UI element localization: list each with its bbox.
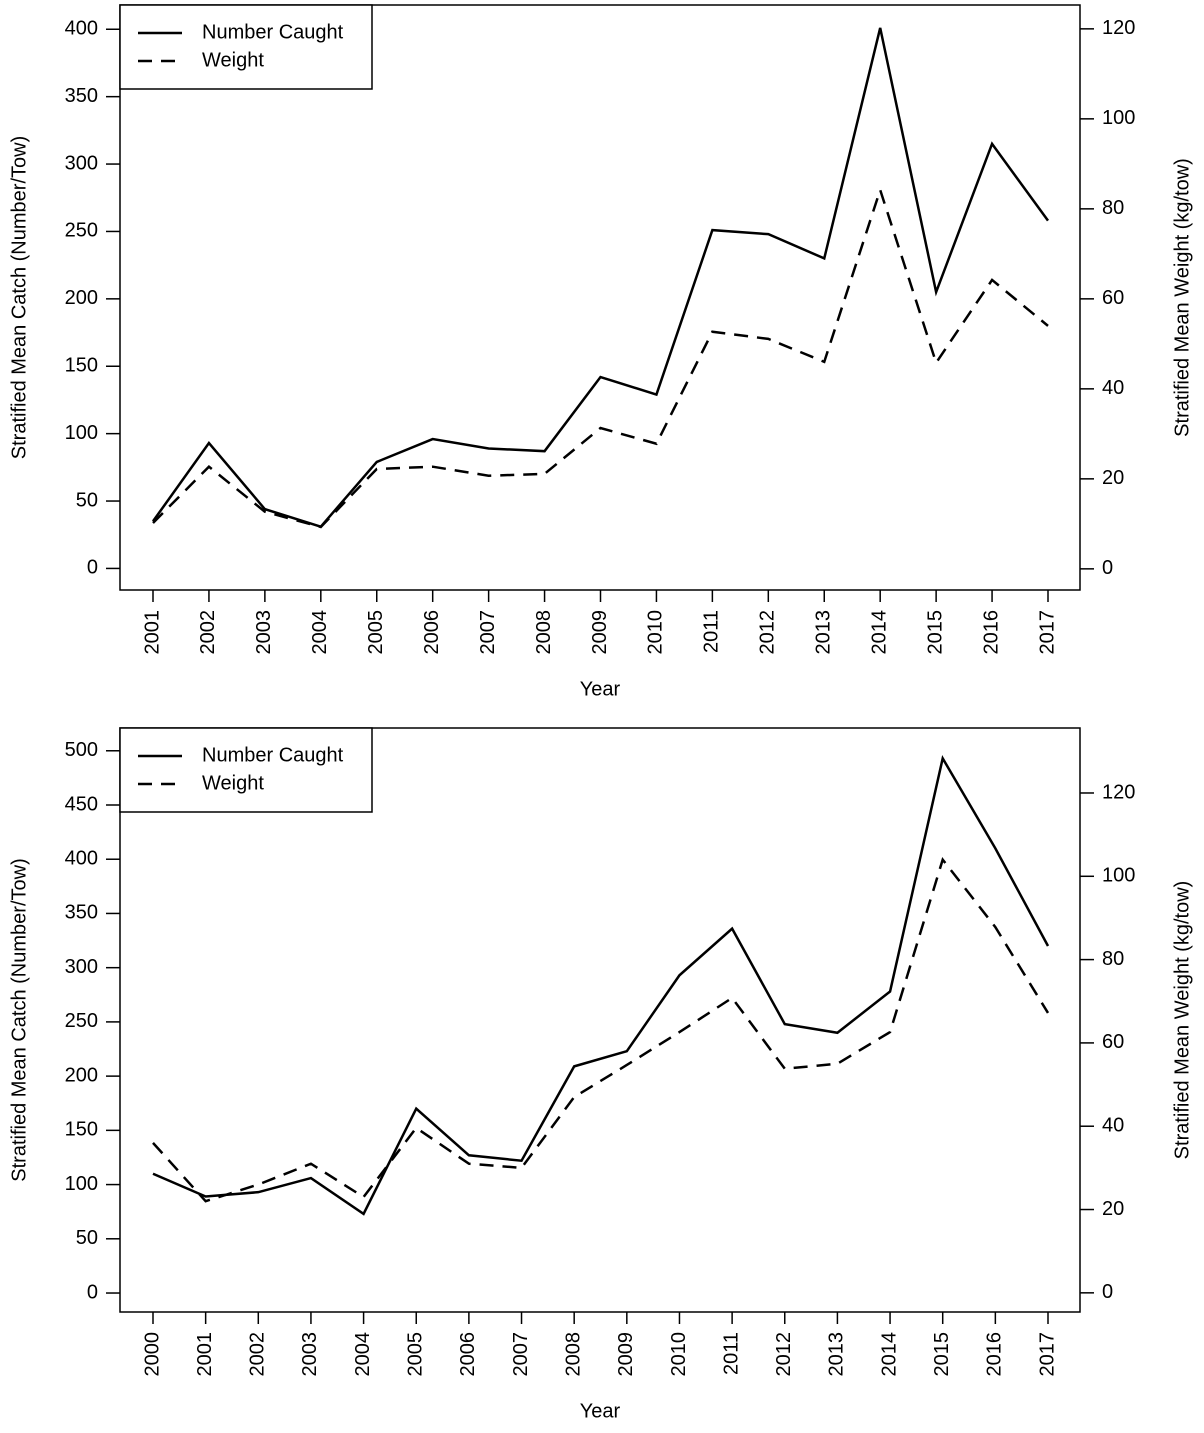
x-tick-label: 2005 <box>405 1332 427 1377</box>
y-tick-label: 100 <box>65 1173 98 1195</box>
legend-label: Number Caught <box>202 744 344 766</box>
y-tick-label: 500 <box>65 739 98 761</box>
y2-tick-label: 120 <box>1102 781 1135 803</box>
y-tick-label: 200 <box>65 287 98 309</box>
y2-tick-label: 120 <box>1102 17 1135 39</box>
x-tick-label: 2000 <box>141 1332 163 1377</box>
x-tick-label: 2016 <box>984 1332 1006 1377</box>
x-tick-label: 2001 <box>141 610 163 655</box>
x-tick-label: 2007 <box>510 1332 532 1377</box>
x-tick-label: 2001 <box>194 1332 216 1377</box>
x-tick-label: 2008 <box>533 610 555 655</box>
y-axis-title: Stratified Mean Catch (Number/Tow) <box>8 858 30 1181</box>
y-tick-label: 250 <box>65 1010 98 1032</box>
x-tick-label: 2016 <box>980 610 1002 655</box>
x-tick-label: 2009 <box>615 1332 637 1377</box>
series-line <box>152 185 1049 529</box>
y2-tick-label: 60 <box>1102 287 1124 309</box>
x-tick-label: 2011 <box>701 610 723 653</box>
y-tick-label: 200 <box>65 1064 98 1086</box>
y-tick-label: 100 <box>65 422 98 444</box>
legend-box <box>119 727 373 813</box>
y-tick-label: 0 <box>87 557 98 579</box>
x-tick-label: 2014 <box>878 1332 900 1377</box>
x-tick-label: 2015 <box>931 1332 953 1377</box>
y-tick-label: 350 <box>65 85 98 107</box>
y-tick-label: 50 <box>76 489 98 511</box>
y2-axis-title: Stratified Mean Weight (kg/tow) <box>1171 158 1193 437</box>
y2-tick-label: 40 <box>1102 377 1124 399</box>
y-axis-title: Stratified Mean Catch (Number/Tow) <box>8 136 30 459</box>
y-tick-label: 400 <box>65 18 98 40</box>
y2-tick-label: 0 <box>1102 557 1113 579</box>
x-axis-title: Year <box>580 678 621 700</box>
x-axis-title: Year <box>580 1400 621 1422</box>
x-tick-label: 2002 <box>197 610 219 655</box>
y2-axis-title: Stratified Mean Weight (kg/tow) <box>1171 881 1193 1160</box>
y-tick-label: 150 <box>65 355 98 377</box>
x-tick-label: 2013 <box>826 1332 848 1377</box>
x-tick-label: 2003 <box>253 610 275 655</box>
y-tick-label: 50 <box>76 1227 98 1249</box>
x-tick-label: 2009 <box>589 610 611 655</box>
y-tick-label: 450 <box>65 793 98 815</box>
x-tick-label: 2005 <box>365 610 387 655</box>
legend-label: Number Caught <box>202 21 344 43</box>
y2-tick-label: 100 <box>1102 107 1135 129</box>
plot-frame <box>119 727 1081 1313</box>
x-tick-label: 2012 <box>757 610 779 655</box>
y-tick-label: 400 <box>65 848 98 870</box>
x-tick-label: 2017 <box>1036 610 1058 655</box>
y-tick-label: 250 <box>65 220 98 242</box>
y2-tick-label: 100 <box>1102 865 1135 887</box>
legend-label: Weight <box>202 772 264 794</box>
y2-tick-label: 60 <box>1102 1031 1124 1053</box>
x-tick-label: 2004 <box>309 610 331 655</box>
x-tick-label: 2002 <box>247 1332 269 1377</box>
y-tick-label: 150 <box>65 1119 98 1141</box>
y-tick-label: 0 <box>87 1281 98 1303</box>
y-tick-label: 300 <box>65 956 98 978</box>
x-tick-label: 2004 <box>352 1332 374 1377</box>
plot-frame <box>119 4 1081 591</box>
y2-tick-label: 80 <box>1102 948 1124 970</box>
y-tick-label: 300 <box>65 152 98 174</box>
y2-tick-label: 80 <box>1102 197 1124 219</box>
series-line <box>151 27 1050 529</box>
x-tick-label: 2007 <box>477 610 499 655</box>
series-line <box>152 856 1050 1203</box>
legend-box <box>119 4 373 90</box>
legend-label: Weight <box>202 49 264 71</box>
y2-tick-label: 0 <box>1102 1281 1113 1303</box>
x-tick-label: 2003 <box>299 1332 321 1377</box>
y-tick-label: 350 <box>65 902 98 924</box>
x-tick-label: 2015 <box>924 610 946 655</box>
x-tick-label: 2011 <box>720 1332 742 1375</box>
x-tick-label: 2006 <box>421 610 443 655</box>
x-tick-label: 2010 <box>645 610 667 655</box>
x-tick-label: 2006 <box>457 1332 479 1377</box>
y2-tick-label: 20 <box>1102 467 1124 489</box>
x-tick-label: 2014 <box>868 610 890 655</box>
x-tick-label: 2013 <box>813 610 835 655</box>
x-tick-label: 2017 <box>1036 1332 1058 1377</box>
y2-tick-label: 40 <box>1102 1115 1124 1137</box>
x-tick-label: 2008 <box>562 1332 584 1377</box>
series-line <box>152 754 1050 1216</box>
y2-tick-label: 20 <box>1102 1198 1124 1220</box>
x-tick-label: 2010 <box>668 1332 690 1377</box>
x-tick-label: 2012 <box>773 1332 795 1377</box>
